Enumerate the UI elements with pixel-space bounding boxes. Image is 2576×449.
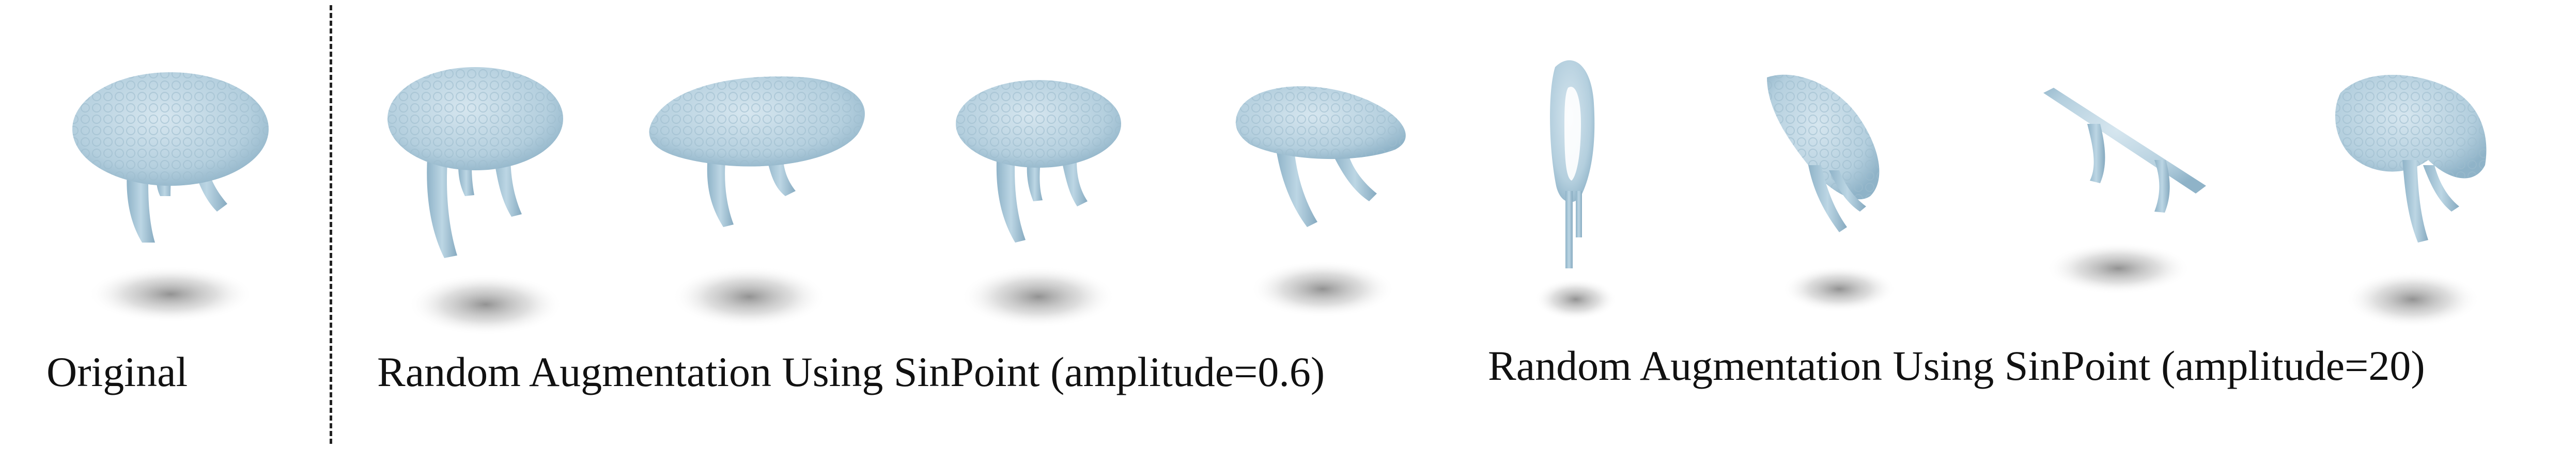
panel-amp20-4 (2335, 75, 2487, 328)
panel-amp20-3 (2043, 88, 2206, 294)
panel-amp06-3 (956, 80, 1121, 328)
plank (2043, 88, 2206, 194)
shadow (88, 266, 253, 323)
leg (707, 155, 734, 227)
folded-sheet-texture (1767, 74, 1880, 200)
table-top-texture (649, 76, 865, 167)
leg (1333, 155, 1377, 201)
shadow (1250, 261, 1395, 317)
table-top-texture (387, 67, 563, 170)
panel-amp20-2 (1767, 74, 1896, 312)
shadow (2046, 243, 2191, 294)
caption-original: Original (46, 348, 188, 395)
shadow (408, 274, 563, 335)
shadow (2346, 271, 2480, 328)
leg (1576, 191, 1582, 237)
ring-inner (1564, 87, 1581, 181)
caption-amplitude-20: Random Augmentation Using SinPoint (ampl… (1488, 342, 2425, 389)
panel-original (72, 72, 269, 323)
shadow (672, 266, 827, 328)
shadow (1534, 279, 1617, 320)
panel-amp06-1 (387, 67, 563, 335)
caption-amplitude-0-6: Random Augmentation Using SinPoint (ampl… (377, 348, 1325, 395)
leg (996, 150, 1026, 243)
dashed-divider (330, 5, 332, 444)
leg (1565, 191, 1573, 268)
table-top-texture (956, 80, 1121, 168)
panel-amp06-4 (1235, 86, 1406, 317)
leg (1276, 150, 1317, 227)
panel-amp20-1 (1534, 60, 1617, 320)
bent-sheet-texture (2335, 75, 2487, 179)
leg (2154, 160, 2170, 213)
table-top-texture (72, 72, 269, 186)
shadow (1782, 266, 1896, 312)
leg (427, 139, 457, 258)
leg (2087, 124, 2105, 183)
shadow (961, 266, 1116, 328)
leg (1829, 170, 1866, 212)
panel-amp06-2 (649, 76, 865, 328)
leg (2423, 165, 2459, 212)
table-top-texture (1235, 86, 1406, 159)
leg (1808, 165, 1847, 232)
leg (2402, 160, 2428, 243)
